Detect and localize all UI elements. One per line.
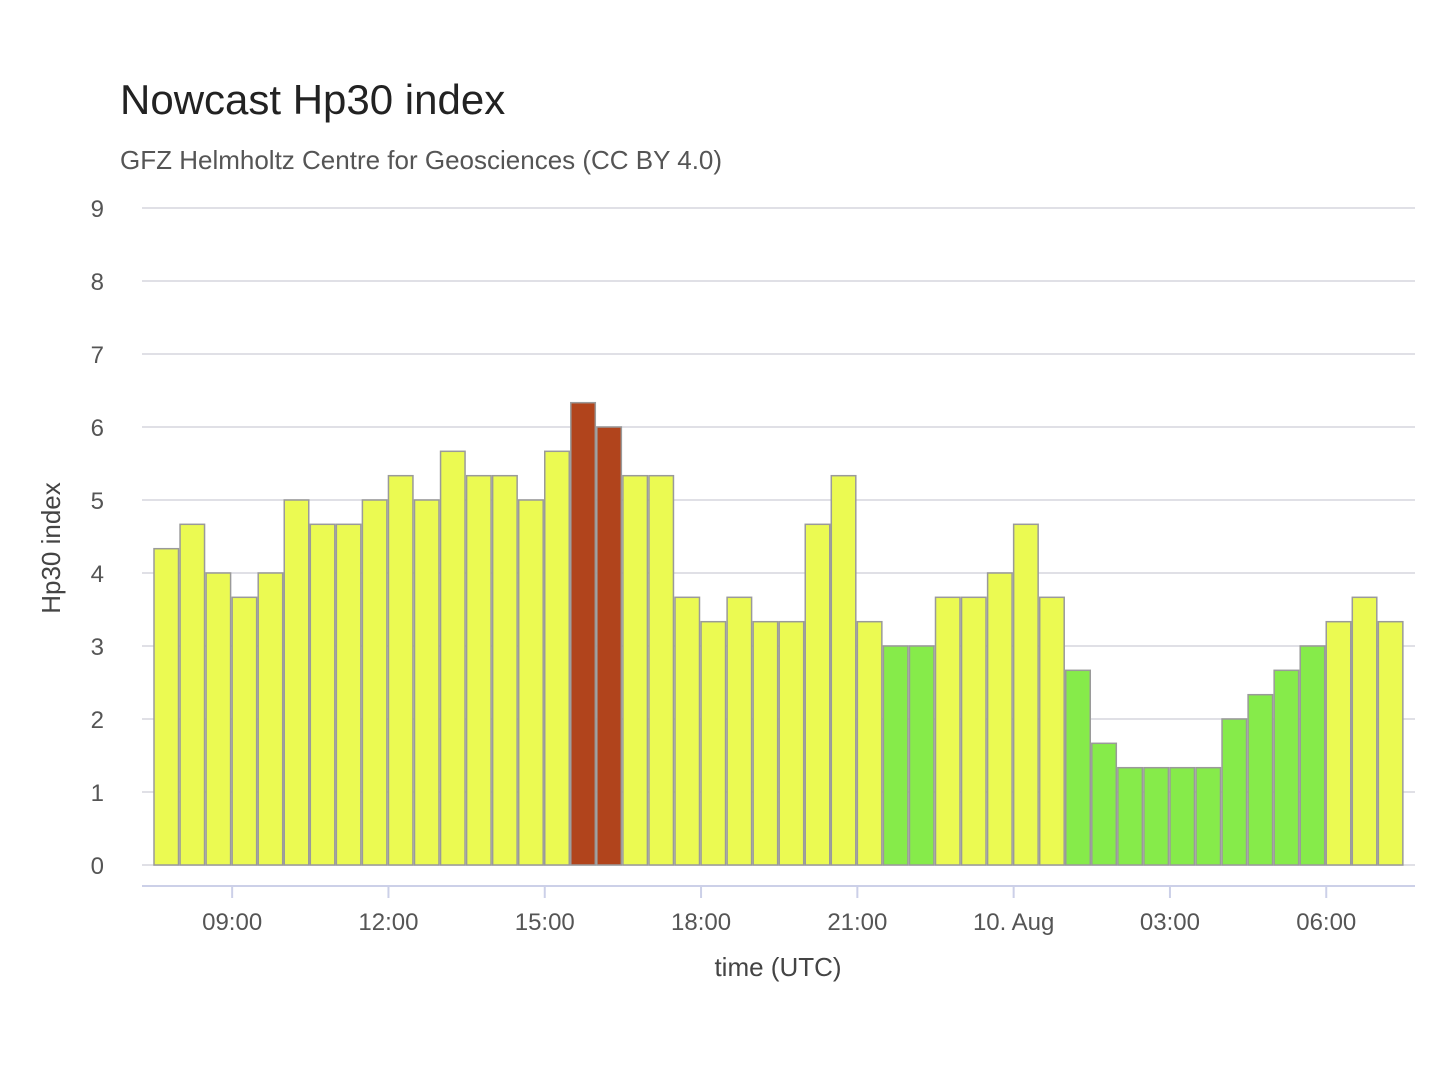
y-tick-label: 7 — [91, 342, 104, 369]
x-axis-ticks: 09:00 12:00 15:00 18:00 21:00 10. Aug 03:00 06:… — [202, 886, 1356, 936]
y-tick-label: 5 — [91, 488, 104, 515]
bar[interactable] — [1091, 742, 1118, 866]
bar[interactable] — [1065, 669, 1091, 866]
bar[interactable] — [804, 523, 831, 866]
bar[interactable] — [856, 620, 883, 866]
bar[interactable] — [205, 572, 232, 866]
bar[interactable] — [153, 547, 180, 866]
bar[interactable] — [1195, 766, 1222, 866]
bar[interactable] — [1351, 596, 1378, 866]
x-tick-label: 06:00 — [1296, 909, 1356, 936]
bar[interactable] — [648, 474, 675, 866]
bar[interactable] — [387, 474, 414, 866]
bar[interactable] — [1377, 620, 1404, 866]
y-tick-label: 4 — [91, 561, 104, 588]
bar[interactable] — [778, 620, 805, 866]
bar[interactable] — [908, 645, 935, 866]
y-axis-ticks: 0 1 2 3 4 5 6 7 8 9 — [91, 196, 104, 880]
bar[interactable] — [231, 596, 258, 866]
y-tick-label: 0 — [91, 853, 104, 880]
chart-subtitle: GFZ Helmholtz Centre for Geosciences (CC… — [120, 145, 723, 175]
bar[interactable] — [960, 596, 987, 866]
bar[interactable] — [1247, 693, 1274, 866]
bar[interactable] — [283, 499, 310, 866]
bar[interactable] — [544, 450, 570, 866]
bar[interactable] — [439, 450, 466, 866]
bar[interactable] — [700, 620, 727, 866]
bar[interactable] — [491, 474, 518, 866]
bar[interactable] — [517, 499, 544, 866]
y-tick-label: 9 — [91, 196, 104, 223]
bar[interactable] — [1221, 718, 1248, 866]
bar[interactable] — [830, 474, 857, 866]
bar[interactable] — [1012, 523, 1039, 866]
bar[interactable] — [726, 596, 753, 866]
x-tick-label: 12:00 — [358, 909, 418, 936]
bar[interactable] — [986, 572, 1013, 866]
x-tick-label: 18:00 — [671, 909, 731, 936]
bar[interactable] — [1038, 596, 1065, 866]
bar[interactable] — [1117, 766, 1144, 866]
x-tick-label: 15:00 — [515, 909, 575, 936]
bar[interactable] — [1143, 766, 1170, 866]
bar[interactable] — [361, 499, 388, 866]
bar[interactable] — [752, 620, 779, 866]
bar[interactable] — [179, 523, 206, 866]
bar[interactable] — [1169, 766, 1196, 866]
bars — [153, 401, 1404, 866]
bar[interactable] — [1273, 669, 1300, 866]
bar[interactable] — [934, 596, 961, 866]
bar[interactable] — [570, 401, 597, 866]
x-tick-label: 09:00 — [202, 909, 262, 936]
bar[interactable] — [674, 596, 701, 866]
y-tick-label: 3 — [91, 634, 104, 661]
x-tick-label: 03:00 — [1140, 909, 1200, 936]
y-tick-label: 1 — [91, 780, 104, 807]
bar[interactable] — [622, 474, 649, 866]
x-tick-label: 10. Aug — [973, 909, 1054, 936]
bar[interactable] — [596, 426, 623, 866]
bar[interactable] — [309, 523, 336, 866]
bar[interactable] — [257, 572, 284, 866]
bar[interactable] — [882, 645, 909, 866]
bar[interactable] — [1299, 645, 1326, 866]
y-tick-label: 6 — [91, 415, 104, 442]
bar[interactable] — [465, 474, 492, 866]
chart-title: Nowcast Hp30 index — [120, 76, 506, 123]
bar[interactable] — [335, 523, 362, 866]
x-tick-label: 21:00 — [827, 909, 887, 936]
bar[interactable] — [413, 499, 440, 866]
y-axis-title: Hp30 index — [36, 482, 66, 614]
bar[interactable] — [1325, 620, 1352, 866]
x-axis-title: time (UTC) — [714, 952, 841, 982]
y-tick-label: 8 — [91, 269, 104, 296]
y-tick-label: 2 — [91, 707, 104, 734]
